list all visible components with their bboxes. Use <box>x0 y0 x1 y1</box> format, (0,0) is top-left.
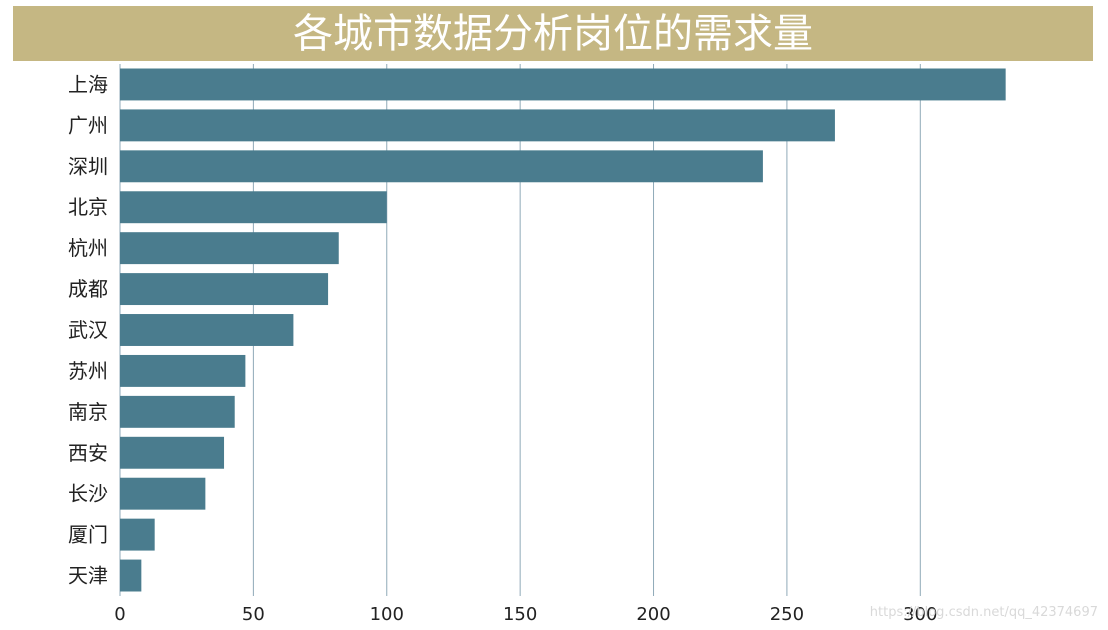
bar-10 <box>120 477 206 510</box>
bar-3 <box>120 191 387 224</box>
bar-1 <box>120 109 835 142</box>
bar-9 <box>120 436 225 469</box>
x-tick-label: 0 <box>114 604 125 625</box>
bar-5 <box>120 273 329 306</box>
x-tick-label: 100 <box>370 604 404 625</box>
x-tick-labels: 0 50 100 150 200 250 300 <box>114 604 937 625</box>
category-label: 上海 <box>68 72 108 96</box>
category-label: 成都 <box>68 277 108 301</box>
bar-2 <box>120 150 763 183</box>
bar-4 <box>120 232 339 265</box>
bars <box>120 68 1006 592</box>
x-tick-label: 300 <box>903 604 937 625</box>
category-label: 苏州 <box>68 359 108 383</box>
category-label: 长沙 <box>68 482 108 506</box>
x-tick-label: 200 <box>636 604 670 625</box>
category-label: 天津 <box>68 564 108 588</box>
bar-0 <box>120 68 1006 101</box>
watermark: https://blog.csdn.net/qq_42374697 <box>869 605 1098 620</box>
x-tick-label: 250 <box>770 604 804 625</box>
bar-6 <box>120 314 294 346</box>
chart-title: 各城市数据分析岗位的需求量 <box>293 10 813 57</box>
category-label: 南京 <box>68 400 108 424</box>
x-tick-label: 50 <box>242 604 265 625</box>
category-label: 广州 <box>68 113 108 137</box>
bar-11 <box>120 518 155 551</box>
category-label: 北京 <box>68 195 108 219</box>
bar-7 <box>120 354 246 387</box>
chart-title-banner: 各城市数据分析岗位的需求量 <box>13 6 1093 61</box>
x-tick-label: 150 <box>503 604 537 625</box>
bar-8 <box>120 395 235 428</box>
category-label: 杭州 <box>68 236 108 260</box>
category-label: 武汉 <box>68 318 108 342</box>
category-label: 西安 <box>68 441 108 465</box>
category-label: 厦门 <box>68 523 108 547</box>
bar-12 <box>120 559 142 592</box>
category-label: 深圳 <box>68 154 108 178</box>
